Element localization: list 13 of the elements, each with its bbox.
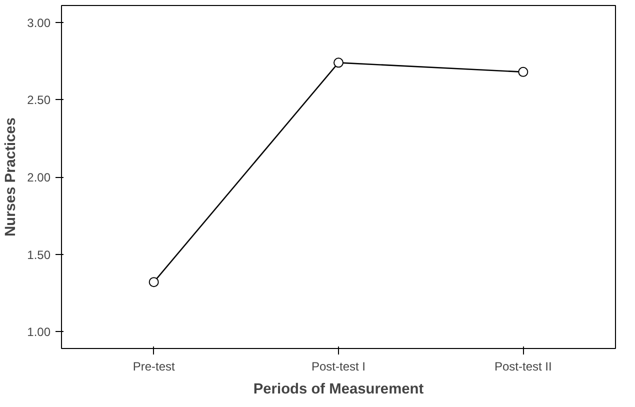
y-axis-title: Nurses Practices	[3, 118, 20, 236]
point	[148, 277, 159, 288]
point	[518, 66, 528, 77]
x-tick-label: Pre-test	[132, 360, 176, 374]
y-tick-label: 3.00	[27, 16, 51, 30]
y-tick-label: 2.50	[27, 93, 51, 108]
x-tick-label: Post-test I	[311, 360, 366, 374]
x-axis-title: Periods of Measurement	[253, 382, 424, 398]
y-tick-label: 1.50	[27, 248, 51, 262]
y-tick-label: 2.00	[27, 170, 51, 184]
x-tick-label: Post-test II	[494, 360, 552, 374]
y-tick-label: 1.00	[27, 325, 51, 340]
point	[334, 58, 344, 68]
